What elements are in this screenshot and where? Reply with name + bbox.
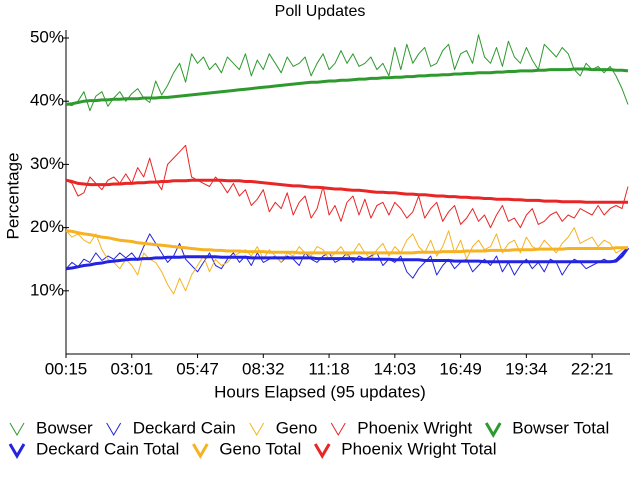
x-tick-label: 19:34 bbox=[505, 359, 548, 378]
legend-label: Deckard Cain bbox=[133, 418, 236, 437]
series-line bbox=[65, 178, 628, 204]
x-tick-label: 16:49 bbox=[439, 359, 482, 378]
y-tick-label: 20% bbox=[30, 217, 64, 236]
x-tick-label: 14:03 bbox=[374, 359, 417, 378]
legend-swatch bbox=[9, 422, 25, 436]
legend-label: Geno Total bbox=[219, 439, 301, 458]
legend-swatch bbox=[8, 443, 26, 459]
x-tick-label: 08:32 bbox=[242, 359, 285, 378]
x-tick-label: 03:01 bbox=[110, 359, 153, 378]
legend-swatch bbox=[330, 422, 346, 436]
series-line bbox=[65, 229, 628, 255]
chart-title: Poll Updates bbox=[275, 3, 366, 20]
series-line bbox=[65, 34, 629, 112]
x-tick-label: 00:15 bbox=[45, 359, 88, 378]
legend-swatch bbox=[249, 422, 265, 436]
x-axis-title: Hours Elapsed (95 updates) bbox=[214, 382, 426, 401]
legend-swatch bbox=[313, 443, 331, 459]
x-tick-label: 05:47 bbox=[176, 359, 219, 378]
y-tick-label: 10% bbox=[30, 280, 64, 299]
legend-label: Geno bbox=[276, 418, 318, 437]
legend-label: Bowser bbox=[36, 418, 93, 437]
y-axis-title: Percentage bbox=[3, 153, 22, 240]
legend-label: Deckard Cain Total bbox=[36, 439, 179, 458]
y-tick-label: 40% bbox=[30, 91, 64, 110]
series-line bbox=[65, 144, 629, 229]
x-tick-label: 11:18 bbox=[308, 359, 349, 378]
y-tick-label: 50% bbox=[30, 27, 64, 46]
legend-swatch bbox=[192, 443, 209, 459]
x-tick-label: 22:21 bbox=[571, 359, 614, 378]
legend-label: Phoenix Wright bbox=[357, 418, 472, 437]
y-tick-label: 30% bbox=[30, 154, 64, 173]
legend-swatch bbox=[484, 422, 502, 438]
series-line bbox=[65, 246, 630, 271]
series-line bbox=[65, 67, 629, 106]
legend-label: Phoenix Wright Total bbox=[341, 439, 496, 458]
series-line bbox=[65, 227, 629, 295]
legend-swatch bbox=[106, 422, 122, 436]
legend-label: Bowser Total bbox=[512, 418, 609, 437]
